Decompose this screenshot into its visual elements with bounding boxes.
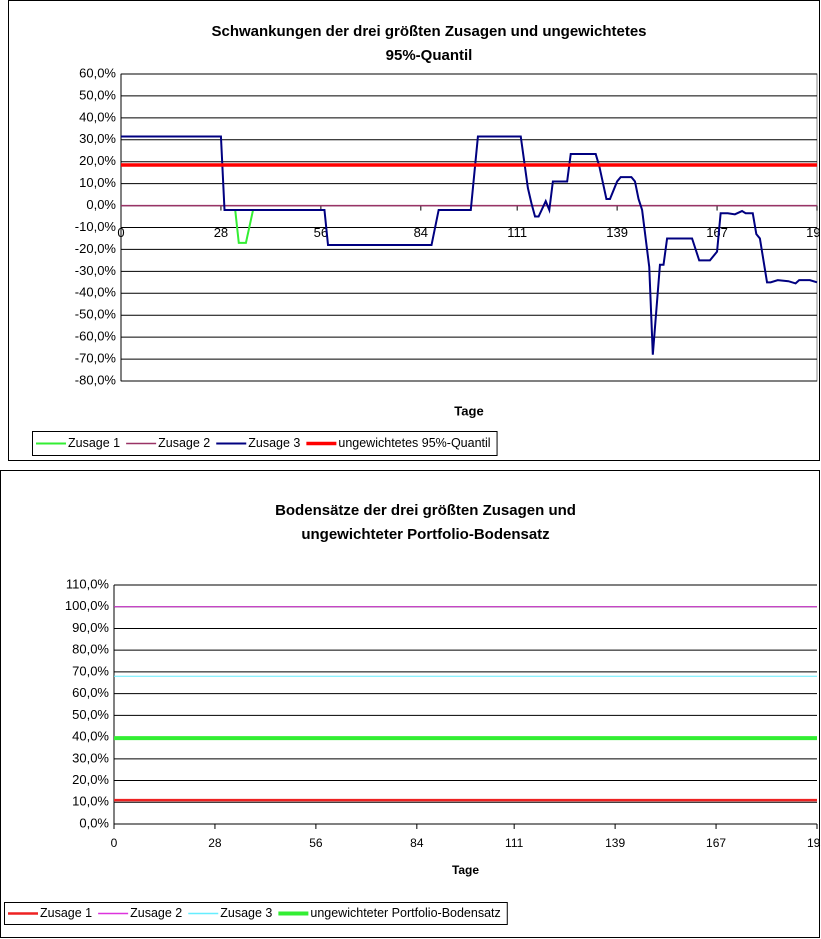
y-tick-label: -60,0%	[75, 329, 117, 344]
legend-label: Zusage 2	[130, 906, 182, 920]
chart-title: Schwankungen der drei größten Zusagen un…	[211, 23, 646, 40]
y-tick-label: -70,0%	[75, 351, 117, 366]
legend-label: Zusage 1	[68, 436, 120, 450]
x-tick-label: 139	[605, 836, 625, 850]
chart-title: ungewichteter Portfolio-Bodensatz	[301, 526, 549, 543]
x-axis-title: Tage	[452, 863, 479, 877]
y-tick-label: -40,0%	[75, 285, 117, 300]
x-tick-label: 195	[807, 836, 821, 850]
y-tick-label: 0,0%	[86, 197, 116, 212]
y-tick-label: 60,0%	[79, 65, 116, 80]
x-tick-label: 84	[414, 225, 428, 240]
y-tick-label: 10,0%	[79, 175, 116, 190]
x-tick-label: 195	[806, 225, 821, 240]
y-tick-label: 80,0%	[72, 642, 109, 657]
y-tick-label: 30,0%	[72, 750, 109, 765]
x-tick-label: 56	[309, 836, 323, 850]
x-tick-label: 167	[706, 225, 728, 240]
chart-frame	[8, 0, 820, 461]
legend-label: Zusage 2	[158, 436, 210, 450]
x-tick-label: 0	[117, 225, 124, 240]
x-tick-label: 28	[208, 836, 222, 850]
y-tick-label: 50,0%	[72, 707, 109, 722]
y-tick-label: 100,0%	[65, 598, 110, 613]
y-tick-label: 90,0%	[72, 620, 109, 635]
x-tick-label: 0	[111, 836, 118, 850]
x-tick-label: 167	[706, 836, 726, 850]
legend-box	[4, 902, 508, 925]
y-tick-label: 110,0%	[66, 576, 110, 591]
y-tick-label: -30,0%	[75, 263, 117, 278]
x-tick-label: 139	[606, 225, 628, 240]
y-tick-label: 40,0%	[79, 109, 116, 124]
legend-label: ungewichtetes 95%-Quantil	[338, 436, 490, 450]
y-tick-label: -10,0%	[75, 219, 117, 234]
y-tick-label: 20,0%	[72, 772, 109, 787]
y-tick-label: -50,0%	[75, 307, 117, 322]
x-axis-title: Tage	[454, 403, 483, 418]
y-tick-label: -80,0%	[75, 372, 117, 387]
chart-title: Bodensätze der drei größten Zusagen und	[275, 502, 576, 519]
y-tick-label: 30,0%	[79, 131, 116, 146]
legend-label: Zusage 3	[220, 906, 272, 920]
y-tick-label: 20,0%	[79, 153, 116, 168]
x-tick-label: 56	[314, 225, 328, 240]
chart-frame	[0, 470, 820, 938]
legend-label: Zusage 1	[40, 906, 92, 920]
chart-title: 95%-Quantil	[386, 47, 473, 64]
y-tick-label: 10,0%	[72, 794, 109, 809]
legend-label: Zusage 3	[248, 436, 300, 450]
y-tick-label: 0,0%	[79, 815, 109, 830]
y-tick-label: 50,0%	[79, 87, 116, 102]
legend-label: ungewichteter Portfolio-Bodensatz	[310, 906, 500, 920]
x-tick-label: 111	[507, 225, 527, 240]
y-tick-label: 40,0%	[72, 729, 109, 744]
y-tick-label: 70,0%	[72, 663, 109, 678]
series-line	[121, 135, 818, 355]
x-tick-label: 28	[214, 225, 228, 240]
y-tick-label: -20,0%	[75, 241, 117, 256]
x-tick-label: 84	[410, 836, 424, 850]
y-tick-label: 60,0%	[72, 685, 109, 700]
legend-box	[32, 431, 498, 456]
x-tick-label: 111	[505, 836, 524, 850]
